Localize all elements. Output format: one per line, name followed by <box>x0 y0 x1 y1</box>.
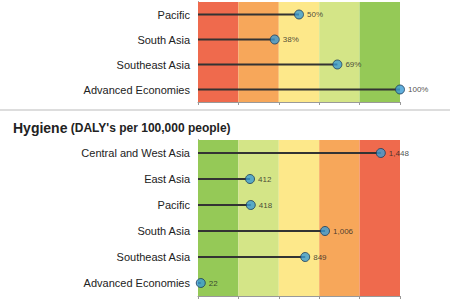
svg-text:Hygiene: Hygiene <box>13 120 68 136</box>
svg-text:412: 412 <box>258 175 272 184</box>
svg-text:Advanced Economies: Advanced Economies <box>84 84 191 96</box>
svg-text:(DALY's per 100,000 people): (DALY's per 100,000 people) <box>67 121 230 135</box>
svg-text:100%: 100% <box>408 85 428 94</box>
svg-text:69%: 69% <box>345 60 361 69</box>
svg-text:418: 418 <box>259 201 273 210</box>
svg-text:Pacific: Pacific <box>158 9 191 21</box>
svg-text:1,448: 1,448 <box>389 149 410 158</box>
svg-text:Southeast Asia: Southeast Asia <box>117 251 191 263</box>
svg-text:Pacific: Pacific <box>158 199 191 211</box>
svg-text:849: 849 <box>313 253 327 262</box>
svg-text:Southeast Asia: Southeast Asia <box>117 59 191 71</box>
svg-text:Central and West Asia: Central and West Asia <box>81 147 191 159</box>
svg-text:East Asia: East Asia <box>144 173 191 185</box>
svg-text:South Asia: South Asia <box>137 34 190 46</box>
svg-text:South Asia: South Asia <box>137 225 190 237</box>
svg-text:50%: 50% <box>307 10 323 19</box>
svg-text:38%: 38% <box>283 35 299 44</box>
svg-text:1,006: 1,006 <box>333 227 354 236</box>
svg-text:Advanced Economies: Advanced Economies <box>84 277 191 289</box>
svg-text:22: 22 <box>209 279 218 288</box>
